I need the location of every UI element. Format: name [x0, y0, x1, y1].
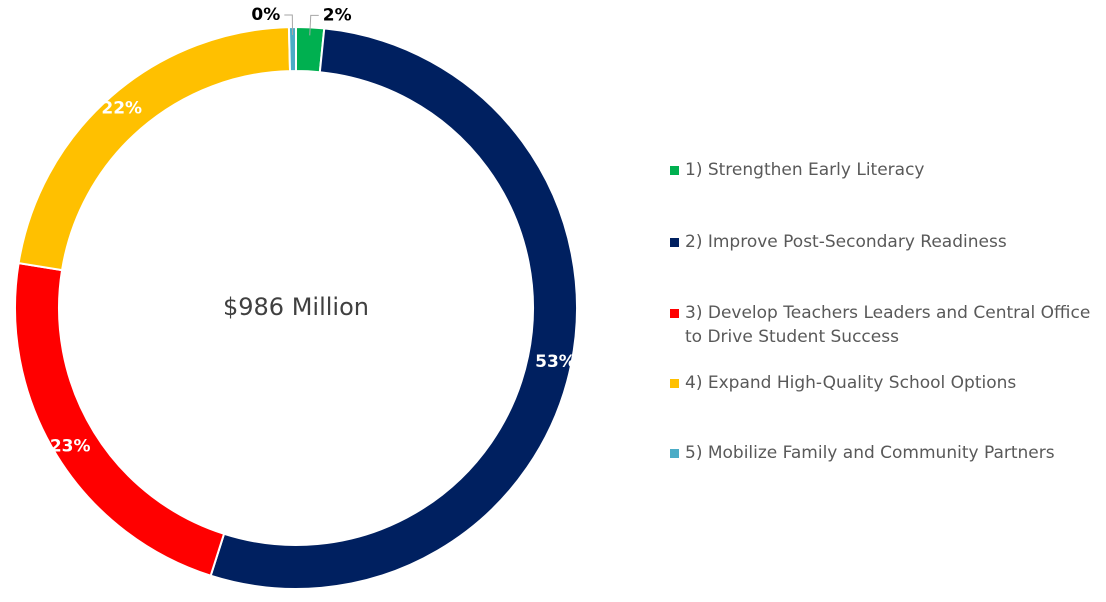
data-label: 53%: [535, 352, 576, 372]
legend-swatch: [670, 379, 679, 388]
legend-entry: 4) Expand High-Quality School Options: [670, 371, 1095, 395]
center-label: $986 Million: [223, 293, 369, 321]
legend-swatch: [670, 309, 679, 318]
legend-entry: 5) Mobilize Family and Community Partner…: [670, 441, 1095, 465]
donut-slice: [287, 25, 297, 73]
leader-line: [284, 14, 294, 36]
legend-label: 2) Improve Post-Secondary Readiness: [685, 232, 1007, 252]
data-label: 2%: [323, 5, 352, 25]
legend-swatch: [670, 238, 679, 247]
legend-entry: 2) Improve Post-Secondary Readiness: [670, 230, 1095, 254]
data-label: 0%: [251, 5, 280, 25]
legend-swatch: [670, 166, 679, 175]
donut-slice: [14, 261, 226, 577]
data-label: 23%: [50, 437, 91, 457]
donut-slice: [17, 26, 292, 272]
legend-label: 1) Strengthen Early Literacy: [685, 160, 925, 180]
chart: $986 Million 2% 53% 23% 22% 0%: [14, 5, 578, 590]
legend-label: 5) Mobilize Family and Community Partner…: [685, 443, 1055, 463]
data-label: 22%: [101, 98, 142, 118]
legend-entry: 3) Develop Teachers Leaders and Central …: [670, 301, 1095, 349]
leader-line: [309, 14, 319, 36]
legend-label: 4) Expand High-Quality School Options: [685, 373, 1017, 393]
donut-slice: [209, 27, 578, 590]
legend-label: 3) Develop Teachers Leaders and Central …: [685, 303, 1091, 347]
legend-swatch: [670, 449, 679, 458]
legend-entry: 1) Strengthen Early Literacy: [670, 158, 1095, 182]
